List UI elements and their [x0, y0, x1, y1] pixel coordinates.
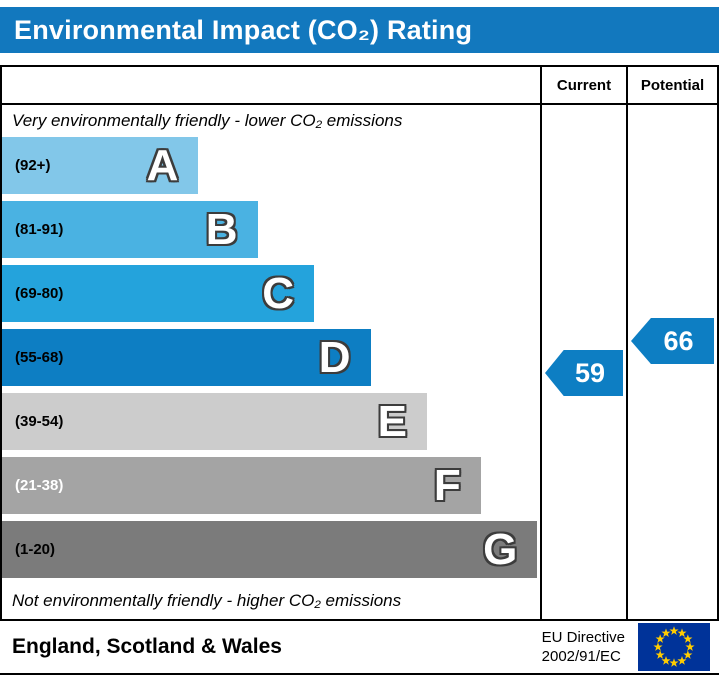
band-letter: D: [318, 332, 351, 382]
current-rating-arrow: 59: [545, 350, 623, 396]
band-row-e: (39-54) E: [2, 393, 428, 450]
current-rating-value: 59: [574, 357, 606, 388]
eu-flag-icon: [638, 623, 710, 671]
band-row-c: (69-80) C: [2, 265, 315, 322]
rating-chart: Current Potential Very environmentally f…: [0, 65, 719, 621]
band-letter: G: [483, 524, 518, 574]
header-spacer: [2, 67, 540, 103]
bottom-note: Not environmentally friendly - higher CO…: [12, 591, 402, 610]
band-letter: A: [146, 140, 179, 190]
epc-environmental-impact-page: { "header": { "title": "Environmental Im…: [0, 7, 719, 682]
band-range: (21-38): [15, 477, 64, 494]
band-range: (39-54): [15, 413, 64, 430]
potential-rating-value: 66: [663, 325, 694, 356]
current-column-header: Current: [540, 67, 626, 103]
band-range: (55-68): [15, 349, 64, 366]
band-row-a: (92+) A: [2, 137, 199, 194]
band-range: (69-80): [15, 285, 64, 302]
potential-column-header: Potential: [626, 67, 717, 103]
potential-rating-arrow: 66: [631, 318, 714, 364]
potential-column: 66: [626, 105, 717, 619]
chart-body: Very environmentally friendly - lower CO…: [2, 105, 717, 619]
page-title: Environmental Impact (CO₂) Rating: [14, 14, 473, 45]
eu-directive-text: EU Directive 2002/91/EC: [542, 628, 625, 667]
band-row-g: (1-20) G: [2, 521, 538, 578]
band-letter: E: [377, 396, 408, 446]
band-letter: C: [262, 268, 295, 318]
footer: England, Scotland & Wales EU Directive 2…: [0, 621, 719, 675]
eu-directive-line2: 2002/91/EC: [541, 648, 621, 665]
band-row-b: (81-91) B: [2, 201, 258, 258]
band-range: (1-20): [15, 541, 56, 558]
current-column: 59: [540, 105, 626, 619]
band-range: (92+): [15, 157, 51, 174]
bands-area: Very environmentally friendly - lower CO…: [2, 105, 540, 619]
title-banner: Environmental Impact (CO₂) Rating: [0, 7, 719, 53]
region-label: England, Scotland & Wales: [12, 635, 282, 658]
band-range: (81-91): [15, 221, 64, 238]
eu-directive-line1: EU Directive: [541, 628, 625, 646]
band-row-d: (55-68) D: [2, 329, 371, 386]
column-header-row: Current Potential: [2, 67, 717, 105]
top-note: Very environmentally friendly - lower CO…: [12, 111, 403, 130]
band-row-f: (21-38) F: [2, 457, 481, 514]
band-letter: F: [433, 460, 461, 510]
band-letter: B: [205, 204, 238, 254]
